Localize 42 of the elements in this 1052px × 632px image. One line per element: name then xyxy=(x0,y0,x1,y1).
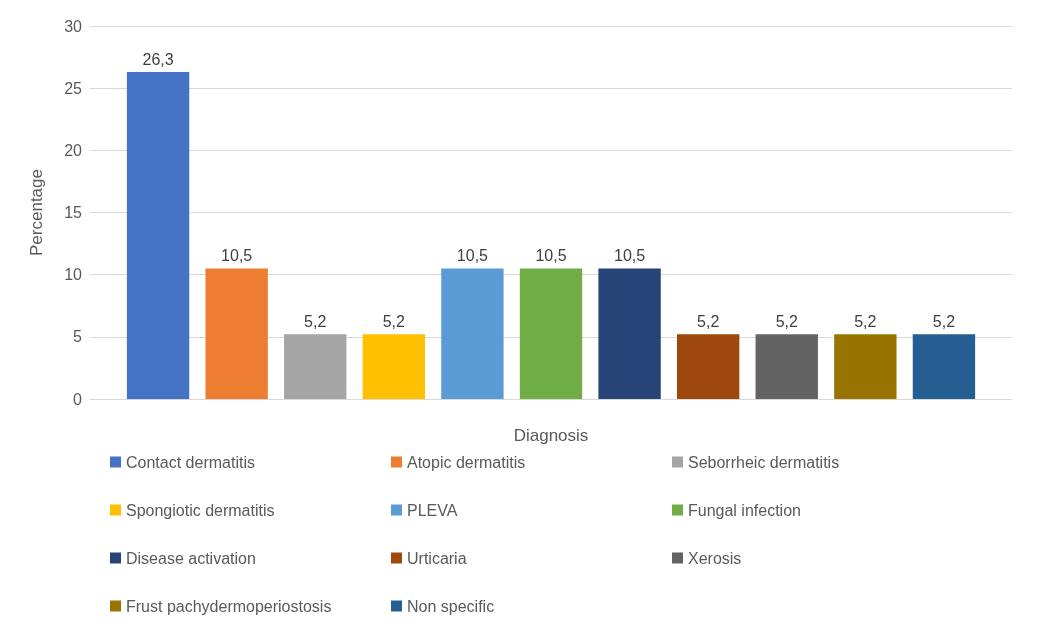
bar xyxy=(126,72,190,399)
y-tick-label: 15 xyxy=(64,204,83,221)
bar xyxy=(519,268,583,399)
data-label: 5,2 xyxy=(304,312,327,330)
data-label: 10,5 xyxy=(456,246,489,264)
bar xyxy=(284,334,347,399)
y-tick-label: 5 xyxy=(73,328,83,346)
y-tick-label: 30 xyxy=(64,17,83,35)
bar xyxy=(598,268,661,399)
legend-label: Fungal infection xyxy=(688,501,801,519)
data-label: 26,3 xyxy=(142,50,174,68)
bar xyxy=(362,334,426,399)
data-label: 5,2 xyxy=(697,312,720,330)
bar xyxy=(441,268,504,399)
legend-label: Spongiotic dermatitis xyxy=(126,501,275,519)
data-label: 10,5 xyxy=(221,246,253,264)
data-label: 10,5 xyxy=(614,246,646,264)
data-label: 5,2 xyxy=(854,312,877,330)
data-label: 10,5 xyxy=(535,246,567,264)
legend-label: Xerosis xyxy=(688,549,742,567)
legend-label: PLEVA xyxy=(407,501,458,519)
bar xyxy=(834,334,897,399)
legend-label: Seborrheic dermatitis xyxy=(688,453,840,471)
data-label: 5,2 xyxy=(382,312,406,330)
legend-label: Contact dermatitis xyxy=(126,453,255,471)
y-tick-label: 0 xyxy=(73,390,83,408)
legend-label: Atopic dermatitis xyxy=(407,453,526,471)
y-tick-label: 25 xyxy=(64,79,83,97)
y-tick-label: 20 xyxy=(64,141,83,159)
bar xyxy=(912,334,976,399)
data-label: 5,2 xyxy=(932,312,956,330)
x-axis-title: Diagnosis xyxy=(513,426,589,445)
y-axis-title: Percentage xyxy=(27,169,46,256)
bar xyxy=(205,268,268,399)
y-tick-label: 10 xyxy=(64,266,83,284)
legend-label: Urticaria xyxy=(407,549,467,567)
legend-label: Frust pachydermoperiostosis xyxy=(126,597,332,615)
bar xyxy=(755,334,818,399)
legend-label: Non specific xyxy=(407,597,495,615)
data-label: 5,2 xyxy=(775,312,798,330)
legend-label: Disease activation xyxy=(126,549,256,567)
bar xyxy=(676,334,740,399)
